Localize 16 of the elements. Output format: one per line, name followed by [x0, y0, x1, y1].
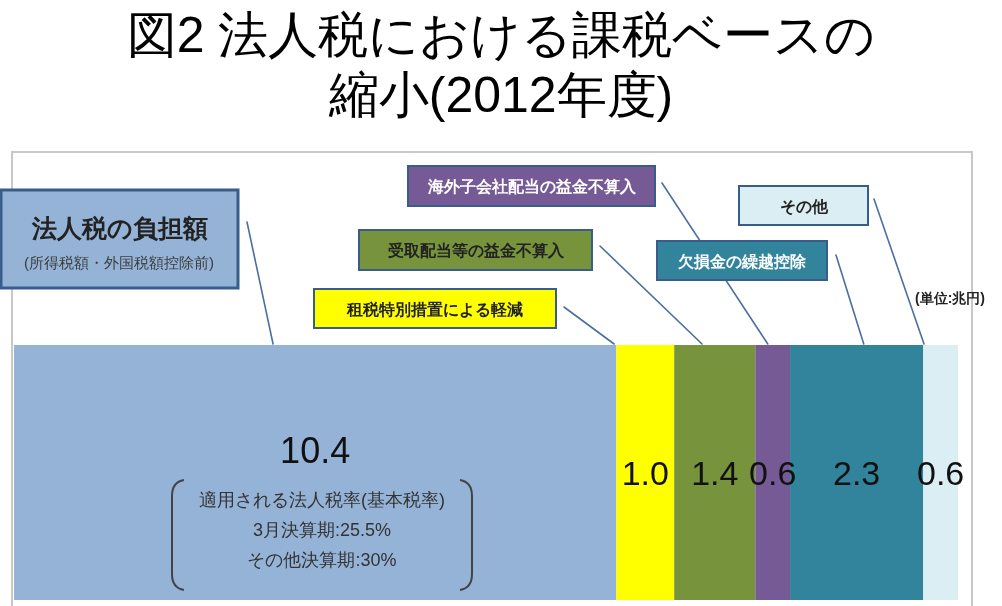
text: 海外子会社配当の益金不算入 — [426, 178, 637, 195]
annotation: 適用される法人税率(基本税率) — [199, 490, 445, 510]
data-label: 2.3 — [833, 453, 881, 492]
chart-title: 図2 法人税における課税ベースの縮小(2012年度) — [126, 7, 876, 123]
text: 租税特別措置による軽減 — [346, 301, 523, 318]
data-label: 1.4 — [691, 453, 739, 492]
text: 受取配当等の益金不算入 — [386, 242, 565, 259]
text: その他 — [779, 198, 829, 216]
text: 法人税の負担額 — [30, 214, 208, 242]
text: (単位:兆円) — [915, 290, 985, 306]
text: (所得税額・外国税額控除前) — [24, 254, 214, 271]
text: 欠損金の繰越控除 — [677, 253, 807, 270]
data-label: 1.0 — [621, 453, 669, 492]
data-label: 10.4 — [280, 430, 351, 472]
annotation: 3月決算期:25.5% — [252, 520, 392, 540]
annotation: その他決算期:30% — [247, 550, 397, 570]
